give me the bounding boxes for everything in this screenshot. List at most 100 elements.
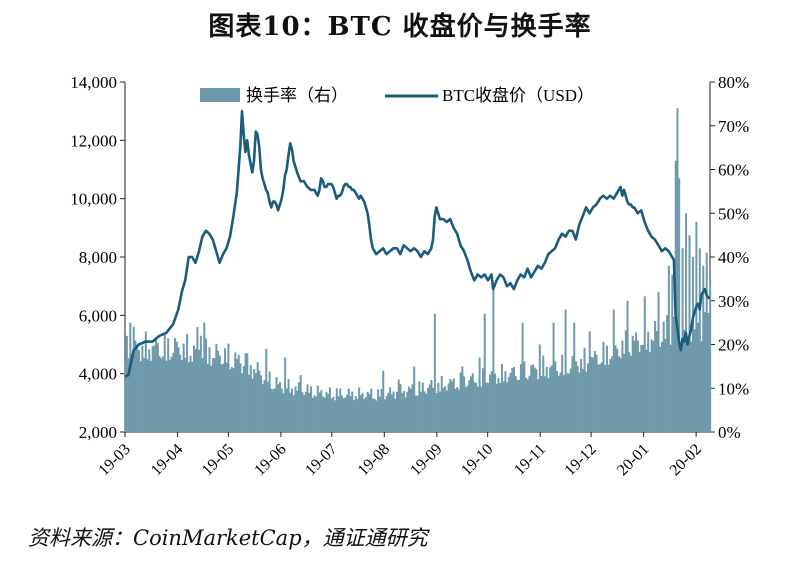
turnover-bar [258, 370, 261, 432]
turnover-bar [351, 391, 354, 432]
turnover-bar [175, 341, 178, 432]
turnover-bar [143, 357, 146, 432]
turnover-bar [223, 348, 226, 432]
turnover-bar [700, 341, 703, 432]
turnover-bar [439, 391, 442, 432]
turnover-bar [316, 385, 319, 432]
turnover-bar [525, 377, 528, 432]
turnover-bar [239, 363, 242, 432]
turnover-bar [218, 355, 221, 432]
turnover-bar [134, 340, 137, 432]
turnover-bar [237, 354, 240, 432]
turnover-bar [380, 388, 383, 432]
turnover-bar [217, 350, 220, 432]
turnover-bar [153, 345, 156, 432]
turnover-bar [406, 391, 409, 432]
turnover-bar [456, 387, 459, 432]
x-tick-label: 19-12 [561, 441, 599, 479]
turnover-bar [547, 378, 550, 432]
turnover-bar [667, 265, 670, 432]
x-tick-label: 19-03 [95, 441, 133, 479]
turnover-bar [611, 356, 614, 432]
y-left-tick-label: 12,000 [70, 131, 117, 150]
turnover-bar [371, 398, 374, 432]
turnover-bar [266, 381, 269, 432]
turnover-bar [244, 353, 247, 432]
turnover-bar [273, 388, 276, 432]
turnover-bar [488, 374, 491, 432]
turnover-bar [628, 352, 631, 432]
turnover-bar [499, 382, 502, 432]
turnover-bar [423, 391, 426, 432]
x-tick-label: 20-02 [667, 441, 705, 479]
turnover-bar [299, 375, 302, 432]
turnover-bar [241, 373, 244, 432]
turnover-bar [619, 358, 622, 432]
turnover-bar [574, 361, 577, 432]
turnover-bar [686, 336, 689, 432]
turnover-bar [586, 363, 589, 432]
turnover-bar [242, 366, 245, 432]
y-right-tick-label: 50% [718, 204, 749, 223]
turnover-bar [234, 352, 237, 432]
turnover-bar [614, 345, 617, 432]
turnover-bar [346, 394, 349, 432]
turnover-bar [210, 365, 213, 432]
turnover-bar [287, 379, 290, 432]
turnover-bar [328, 387, 331, 432]
turnover-bar [306, 384, 309, 432]
turnover-bar [363, 399, 366, 432]
x-tick-label: 19-08 [355, 441, 393, 479]
turnover-bar [638, 352, 641, 432]
turnover-bar [191, 361, 194, 432]
turnover-bar [282, 393, 285, 432]
turnover-bar [556, 370, 559, 432]
turnover-bar [578, 372, 581, 432]
turnover-bar [303, 395, 306, 432]
turnover-bar [263, 379, 266, 432]
turnover-bar [402, 391, 405, 432]
turnover-bar [368, 393, 371, 432]
chart: 2,000 4,000 6,000 8,000 10,000 12,000 14,000 0%… [70, 73, 749, 479]
x-tick-label: 19-11 [511, 441, 549, 479]
turnover-bar [230, 367, 233, 432]
turnover-bar [139, 361, 142, 432]
turnover-bar [146, 359, 149, 432]
turnover-bar [184, 357, 187, 432]
turnover-bar [669, 344, 672, 432]
turnover-bar [454, 388, 457, 432]
turnover-bar [148, 349, 151, 432]
turnover-bar [327, 394, 330, 432]
turnover-bar [599, 364, 602, 432]
turnover-bar [543, 376, 546, 432]
turnover-bar [683, 329, 686, 432]
turnover-bars [124, 108, 712, 432]
turnover-bar [492, 283, 495, 432]
legend-price-label: BTC收盘价（USD） [442, 86, 594, 105]
turnover-bar [490, 371, 493, 432]
turnover-bar [568, 373, 571, 432]
turnover-bar [705, 252, 708, 432]
turnover-bar [151, 346, 154, 432]
turnover-bar [502, 381, 505, 432]
turnover-bar [437, 382, 440, 432]
turnover-bar [365, 397, 368, 432]
turnover-bar [590, 356, 593, 432]
turnover-bar [693, 329, 696, 432]
turnover-bar [430, 379, 433, 432]
turnover-bar [194, 348, 197, 432]
turnover-bar [495, 383, 498, 432]
turnover-bar [531, 364, 534, 432]
turnover-bar [530, 365, 533, 432]
turnover-bar [457, 389, 460, 432]
turnover-bar [177, 347, 180, 432]
turnover-bar [304, 391, 307, 432]
turnover-bar [411, 384, 414, 432]
y-left-tick-label: 8,000 [79, 248, 117, 267]
turnover-bar [451, 381, 454, 432]
turnover-bar [260, 375, 263, 432]
turnover-bar [487, 383, 490, 432]
turnover-bar [542, 355, 545, 432]
turnover-bar [248, 374, 251, 432]
turnover-bar [167, 338, 170, 432]
